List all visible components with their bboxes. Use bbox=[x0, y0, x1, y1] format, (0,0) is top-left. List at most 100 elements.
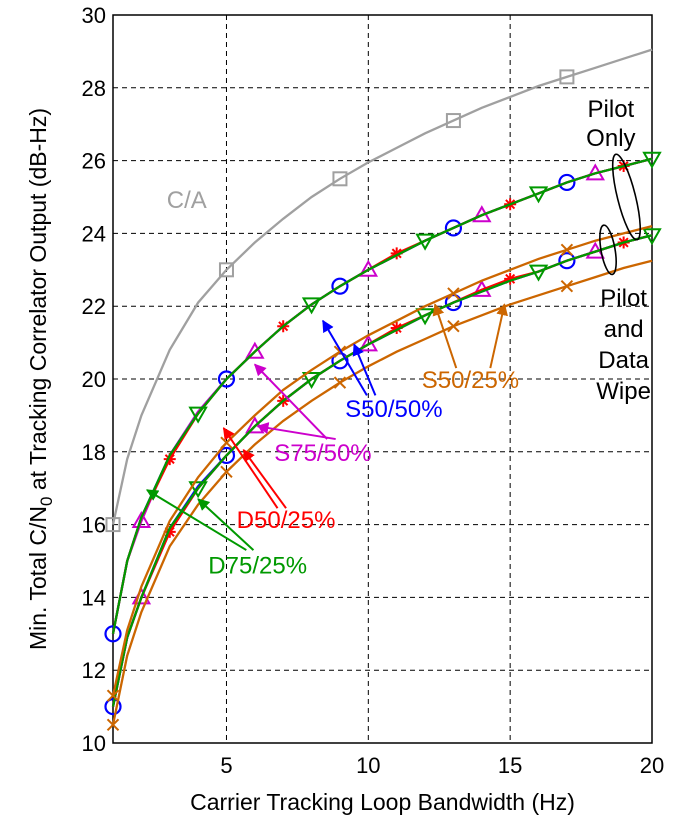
data-point bbox=[415, 233, 435, 251]
data-point bbox=[105, 517, 121, 533]
annotation-arrow bbox=[242, 449, 287, 509]
series-s50-50-pilot-and-data-wipe bbox=[104, 234, 653, 716]
data-point bbox=[188, 406, 208, 424]
data-point bbox=[504, 272, 517, 285]
annotation-label: S50/25% bbox=[422, 367, 519, 394]
data-point bbox=[390, 247, 403, 260]
annotation-marks bbox=[146, 153, 642, 551]
series-line bbox=[111, 234, 653, 707]
data-point bbox=[163, 525, 176, 538]
data-point bbox=[332, 171, 348, 187]
series-line bbox=[111, 234, 653, 707]
series-line bbox=[111, 259, 653, 726]
annotation-label: Data bbox=[598, 347, 649, 374]
data-point bbox=[218, 262, 234, 278]
annotation-arrow bbox=[256, 422, 336, 441]
data-point bbox=[301, 297, 322, 315]
series-line bbox=[111, 157, 653, 635]
y-axis-label: Min. Total C/N0 at Tracking Correlator O… bbox=[25, 108, 56, 650]
data-point bbox=[390, 322, 403, 335]
data-point bbox=[106, 689, 120, 702]
data-point bbox=[558, 173, 576, 192]
annotation-arrow bbox=[352, 343, 377, 396]
y-axis-label-main: Min. Total C/N bbox=[25, 506, 51, 650]
annotation-arrow bbox=[254, 363, 328, 440]
pilot-only-ellipse bbox=[611, 153, 642, 241]
data-point bbox=[217, 370, 236, 388]
data-point bbox=[220, 465, 233, 479]
series-d75-25 bbox=[111, 151, 662, 635]
annotation-label: D75/25% bbox=[208, 553, 307, 580]
y-tick-label: 24 bbox=[82, 221, 106, 246]
series-line bbox=[111, 234, 653, 707]
y-tick-label: 18 bbox=[82, 440, 106, 465]
annotation-label: Pilot bbox=[600, 285, 647, 312]
data-point bbox=[560, 279, 574, 293]
y-tick-label: 30 bbox=[82, 3, 106, 28]
annotation-label: S75/50% bbox=[274, 440, 371, 467]
data-point bbox=[559, 69, 575, 85]
annotation-label: Pilot bbox=[588, 96, 635, 123]
series-d75-25-pilot-and-data-wipe bbox=[111, 228, 662, 707]
x-axis-label: Carrier Tracking Loop Bandwidth (Hz) bbox=[190, 789, 575, 815]
y-tick-label: 20 bbox=[82, 367, 106, 392]
data-point bbox=[188, 481, 208, 499]
data-point bbox=[104, 697, 122, 716]
x-tick-label: 10 bbox=[356, 753, 380, 778]
x-tick-label: 20 bbox=[640, 753, 664, 778]
annotation-arrow bbox=[432, 303, 458, 369]
annotation-label: Only bbox=[586, 125, 635, 152]
annotation-arrow bbox=[489, 303, 508, 369]
series-s50-25-lower bbox=[106, 259, 653, 732]
y-tick-label: 28 bbox=[82, 76, 106, 101]
data-point bbox=[642, 151, 662, 169]
plot-frame bbox=[112, 14, 653, 744]
series-line bbox=[111, 234, 653, 707]
annotation-label: C/A bbox=[167, 187, 207, 214]
data-point bbox=[106, 718, 120, 732]
series-d50-25-pilot-and-data-wipe bbox=[111, 234, 653, 707]
data-point bbox=[104, 625, 122, 643]
annotation-label: Wipe bbox=[596, 378, 651, 405]
y-tick-label: 26 bbox=[82, 149, 106, 174]
data-point bbox=[245, 341, 265, 359]
data-point bbox=[642, 228, 662, 246]
series-line bbox=[111, 48, 653, 525]
y-tick-label: 16 bbox=[82, 513, 106, 538]
data-point bbox=[301, 372, 322, 390]
data-point bbox=[528, 264, 549, 282]
y-axis-label-rest: at Tracking Correlator Output (dB-Hz) bbox=[25, 108, 51, 497]
y-axis-label-subscript: 0 bbox=[37, 497, 56, 506]
data-point bbox=[528, 186, 549, 204]
pilot-data-ellipse bbox=[599, 224, 617, 276]
y-tick-label: 22 bbox=[82, 294, 106, 319]
data-point bbox=[415, 308, 435, 326]
x-tick-label: 15 bbox=[498, 753, 522, 778]
annotations: C/APilotOnlyPilotandDataWipeS50/25%S50/5… bbox=[167, 96, 651, 580]
series-line bbox=[111, 224, 653, 696]
data-point bbox=[163, 453, 176, 466]
data-point bbox=[445, 113, 461, 129]
data-point bbox=[444, 219, 463, 237]
annotation-label: D50/25% bbox=[237, 507, 336, 534]
tick-labels: 5 10 15 20 10 12 14 16 18 20 22 24 26 28 30 bbox=[82, 3, 665, 778]
annotation-arrow bbox=[146, 489, 247, 551]
annotation-arrow bbox=[222, 427, 279, 509]
data-point bbox=[447, 320, 460, 333]
annotation-label: S50/50% bbox=[345, 396, 442, 423]
data-point bbox=[558, 252, 576, 270]
grid bbox=[113, 14, 653, 744]
y-tick-label: 10 bbox=[82, 731, 106, 756]
series-s50-25-upper bbox=[106, 224, 653, 702]
y-tick-label: 12 bbox=[82, 658, 106, 683]
data-point bbox=[447, 287, 460, 300]
data-point bbox=[131, 510, 152, 528]
x-tick-label: 5 bbox=[220, 753, 232, 778]
data-point bbox=[444, 293, 463, 312]
annotation-arrow bbox=[322, 319, 368, 396]
annotation-label: and bbox=[604, 316, 644, 343]
data-point bbox=[217, 446, 236, 465]
data-point bbox=[333, 376, 347, 389]
data-point bbox=[560, 243, 574, 256]
